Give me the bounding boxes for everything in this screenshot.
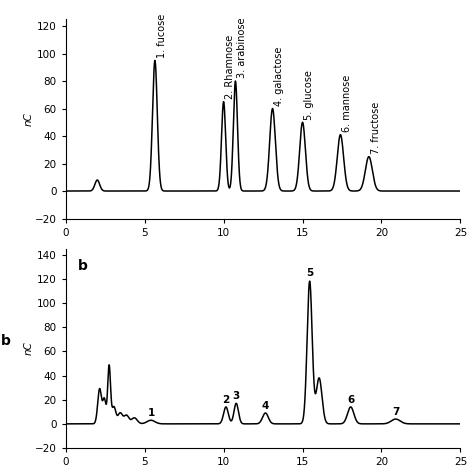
- Text: 6: 6: [347, 394, 355, 404]
- Text: 1. fucose: 1. fucose: [157, 13, 167, 58]
- Text: b: b: [78, 259, 87, 273]
- Text: 3. arabinose: 3. arabinose: [237, 18, 247, 78]
- Y-axis label: nC: nC: [23, 112, 33, 126]
- Text: b: b: [0, 334, 10, 348]
- Text: 7. fructose: 7. fructose: [371, 101, 381, 154]
- Text: 4: 4: [262, 401, 269, 410]
- Text: 2: 2: [222, 394, 229, 404]
- Text: 2. Rhamnose: 2. Rhamnose: [226, 35, 236, 99]
- Y-axis label: nC: nC: [23, 341, 33, 356]
- Text: 5. glucose: 5. glucose: [304, 70, 314, 119]
- Text: 4. galactose: 4. galactose: [274, 46, 284, 106]
- Text: 7: 7: [392, 407, 400, 417]
- Text: 1: 1: [147, 408, 155, 418]
- Text: 6. mannose: 6. mannose: [342, 74, 352, 132]
- Text: 3: 3: [233, 391, 240, 401]
- Text: 5: 5: [306, 268, 313, 278]
